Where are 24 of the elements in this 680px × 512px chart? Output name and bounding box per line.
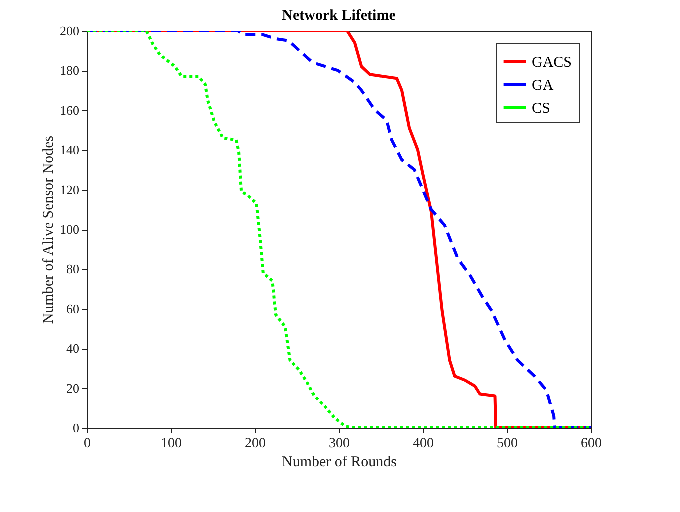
x-tick-label: 400 xyxy=(413,436,434,452)
legend-label: GACS xyxy=(532,55,572,71)
x-tick-label: 500 xyxy=(497,436,518,452)
y-axis-title: Number of Alive Sensor Nodes xyxy=(41,136,57,324)
y-tick-label: 120 xyxy=(60,182,80,198)
x-tick-label: 200 xyxy=(245,436,266,452)
y-tick-label: 80 xyxy=(66,262,80,277)
y-tick-label: 20 xyxy=(66,380,80,396)
y-tick-label: 140 xyxy=(60,142,80,158)
x-tick-label: 0 xyxy=(84,436,91,452)
y-tick-label: 60 xyxy=(66,301,80,316)
x-axis-title: Number of Rounds xyxy=(282,454,398,470)
legend-label: CS xyxy=(532,101,550,117)
chart-title: Network Lifetime xyxy=(282,8,396,24)
legend-label: GA xyxy=(532,78,554,94)
x-tick-label: 600 xyxy=(581,436,602,452)
y-tick-label: 180 xyxy=(60,63,80,78)
y-tick-label: 100 xyxy=(60,222,80,237)
y-tick-label: 0 xyxy=(73,420,80,436)
y-tick-label: 160 xyxy=(60,102,80,118)
x-tick-label: 100 xyxy=(161,436,182,452)
y-tick-label: 200 xyxy=(60,24,80,38)
y-tick-label: 40 xyxy=(66,341,80,356)
x-tick-label: 300 xyxy=(329,436,350,452)
